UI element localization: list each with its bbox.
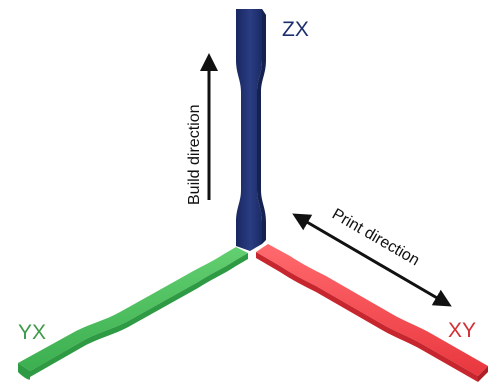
print-direction-label: Print direction <box>329 206 422 270</box>
build-direction-label: Build direction <box>186 105 203 206</box>
zx-specimen <box>236 9 266 251</box>
yx-label: YX <box>18 321 46 344</box>
yx-specimen <box>18 247 248 380</box>
xy-label: XY <box>448 319 476 342</box>
xy-specimen <box>256 244 488 382</box>
zx-label: ZX <box>282 18 309 41</box>
print-direction-arrow <box>292 213 452 307</box>
